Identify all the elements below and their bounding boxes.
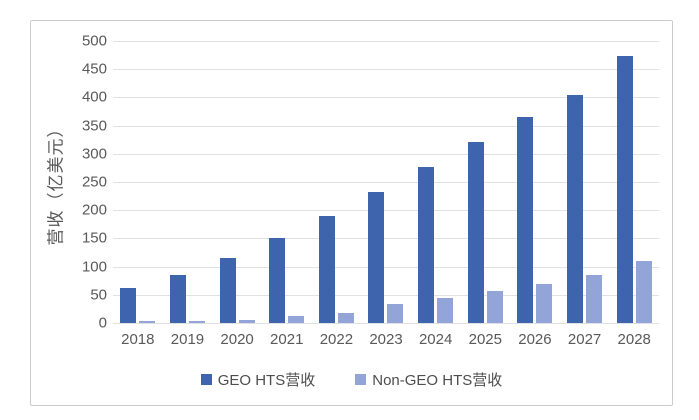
chart-frame: 营收（亿美元） 0 50 100 150 200 250 300 350 400 450 500 2… [30, 20, 673, 406]
gridline [113, 69, 659, 71]
bar-group-2021 [262, 41, 312, 323]
legend-item: GEO HTS营收 [200, 369, 316, 390]
gridline [113, 97, 659, 99]
bar-geo-hts营收 [418, 166, 435, 323]
bar-geo-hts营收 [169, 274, 186, 323]
y-tick-label: 250 [81, 173, 107, 191]
bar-geo-hts营收 [517, 117, 534, 323]
bar-group-2019 [163, 41, 213, 323]
y-tick-label: 0 [98, 314, 107, 332]
y-tick-label: 100 [81, 258, 107, 276]
y-axis-title: 营收（亿美元） [46, 119, 66, 245]
bar-non-geo-hts营收 [635, 260, 652, 323]
bar-geo-hts营收 [269, 237, 286, 323]
bar-non-geo-hts营收 [139, 321, 156, 323]
bar-group-2025 [460, 41, 510, 323]
gridline [113, 323, 659, 324]
x-tick-label: 2026 [518, 331, 552, 348]
bar-non-geo-hts营收 [238, 319, 255, 323]
legend-label: GEO HTS营收 [217, 372, 316, 389]
bar-group-2026 [510, 41, 560, 323]
y-tick-label: 300 [81, 145, 107, 163]
gridline [113, 41, 659, 42]
legend-item: Non-GEO HTS营收 [355, 369, 502, 390]
gridline [113, 294, 659, 296]
x-tick-label: 2022 [319, 331, 354, 348]
y-tick-label: 500 [81, 32, 107, 50]
bar-geo-hts营收 [567, 94, 584, 323]
x-tick-label: 2019 [170, 331, 205, 348]
x-tick-label: 2023 [369, 331, 403, 348]
y-axis-title-wrap: 营收（亿美元） [37, 41, 71, 323]
bar-geo-hts营收 [219, 257, 236, 323]
x-tick-label: 2025 [468, 331, 502, 348]
bar-non-geo-hts营收 [387, 304, 404, 323]
bar-non-geo-hts营收 [536, 283, 553, 323]
y-tick-label: 450 [81, 60, 107, 78]
gridline [113, 210, 659, 212]
bar-group-2027 [560, 41, 610, 323]
bar-group-2028 [609, 41, 659, 323]
bar-group-2023 [361, 41, 411, 323]
y-tick-label: 400 [81, 88, 107, 106]
bar-non-geo-hts营收 [188, 320, 205, 323]
bar-group-2024 [411, 41, 461, 323]
y-tick-label: 200 [81, 201, 107, 219]
x-tick-label: 2028 [617, 331, 651, 348]
legend-label: Non-GEO HTS营收 [372, 372, 503, 389]
gridline [113, 266, 659, 268]
bar-geo-hts营收 [467, 141, 484, 323]
bar-non-geo-hts营收 [437, 297, 454, 323]
y-tick-label: 350 [81, 117, 107, 135]
x-tick-label: 2024 [418, 331, 453, 348]
y-tick-label: 150 [81, 229, 107, 247]
bar-group-2020 [212, 41, 262, 323]
plot-area [113, 41, 659, 324]
y-axis-tick-labels: 0 50 100 150 200 250 300 350 400 450 500 [71, 33, 107, 332]
bar-non-geo-hts营收 [586, 274, 603, 323]
legend-swatch-icon [200, 374, 212, 385]
bar-geo-hts营收 [318, 216, 335, 323]
bar-group-2022 [312, 41, 362, 323]
x-axis-labels: 2018 2019 2020 2021 2022 2023 2024 2025 2026 2027… [113, 331, 659, 348]
legend: GEO HTS营收 Non-GEO HTS营收 [31, 369, 672, 390]
x-tick-label: 2021 [270, 331, 304, 348]
gridline [113, 238, 659, 240]
bar-non-geo-hts营收 [288, 316, 305, 323]
legend-swatch-icon [355, 374, 367, 385]
x-tick-label: 2018 [121, 331, 155, 348]
x-tick-label: 2020 [220, 331, 254, 348]
gridline [113, 182, 659, 183]
bar-group-2018 [113, 41, 163, 323]
x-tick-label: 2027 [567, 331, 602, 348]
bar-geo-hts营收 [120, 288, 137, 323]
bar-non-geo-hts营收 [337, 312, 354, 323]
gridline [113, 153, 659, 155]
y-tick-label: 50 [90, 286, 107, 304]
bar-geo-hts营收 [616, 56, 633, 323]
gridline [113, 125, 659, 127]
bar-non-geo-hts营收 [486, 290, 503, 323]
bar-geo-hts营收 [368, 192, 385, 323]
